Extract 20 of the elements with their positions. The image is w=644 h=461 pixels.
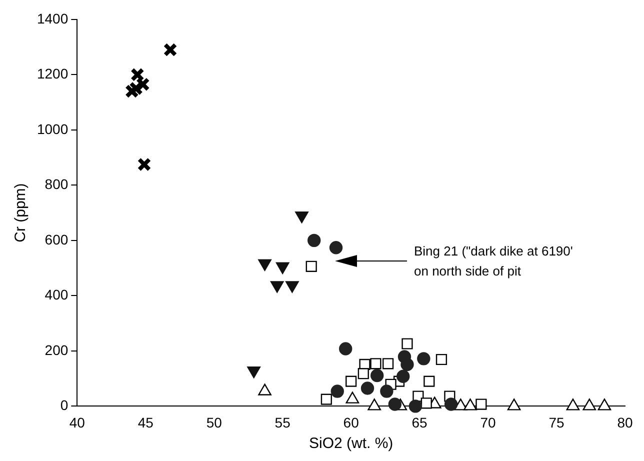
x-tick-label: 80	[617, 414, 633, 430]
x-tick-label: 75	[548, 414, 565, 430]
x-tick-label: 55	[274, 414, 291, 430]
y-tick-label: 0	[60, 397, 68, 414]
x-tick-label: 40	[69, 414, 86, 430]
x-tick-label: 60	[343, 414, 360, 430]
x-tick-label: 45	[138, 414, 154, 430]
y-tick-label: 800	[44, 176, 68, 192]
x-tick-label: 50	[206, 414, 222, 430]
y-tick-label: 1200	[36, 66, 68, 82]
y-tick-label: 200	[44, 342, 68, 358]
x-axis-title: SiO2 (wt. %)	[308, 435, 394, 452]
annotation: Bing 21 ("dark dike at 6190' on north side of pit	[414, 244, 573, 279]
y-tick-label: 400	[44, 286, 68, 303]
x-tick-label: 65	[412, 414, 428, 430]
x-tick-label: 70	[480, 414, 496, 430]
y-tick-label: 1000	[36, 120, 68, 137]
y-axis-title: Cr (ppm)	[12, 183, 30, 242]
y-tick-label: 1400	[36, 10, 68, 26]
y-tick-label: 600	[44, 231, 68, 248]
